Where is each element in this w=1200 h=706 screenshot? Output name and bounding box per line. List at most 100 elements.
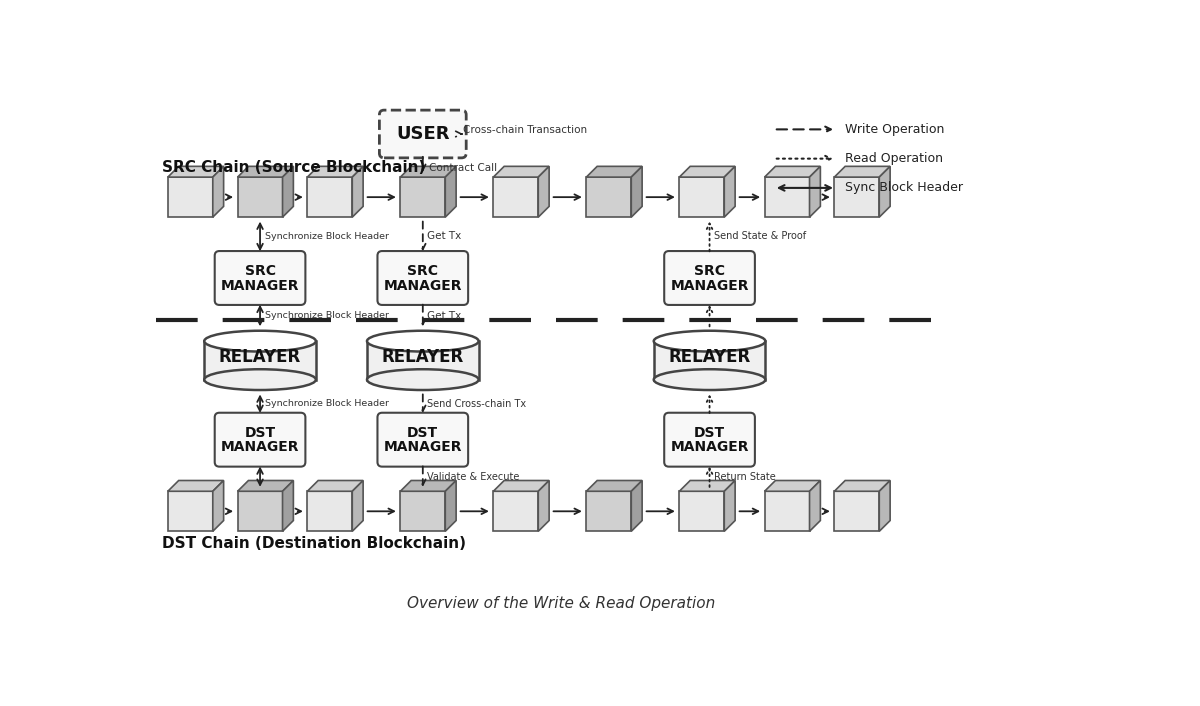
Polygon shape <box>810 167 821 217</box>
Polygon shape <box>353 167 364 217</box>
Polygon shape <box>725 167 736 217</box>
Ellipse shape <box>654 369 766 390</box>
Polygon shape <box>282 481 293 532</box>
Text: Read Operation: Read Operation <box>845 152 943 165</box>
Text: DST: DST <box>407 426 438 440</box>
Polygon shape <box>679 491 725 532</box>
Polygon shape <box>353 481 364 532</box>
Polygon shape <box>212 481 223 532</box>
Text: DST Chain (Destination Blockchain): DST Chain (Destination Blockchain) <box>162 536 466 551</box>
Text: Get Tx: Get Tx <box>427 311 462 321</box>
Text: SRC: SRC <box>694 264 725 278</box>
Ellipse shape <box>204 330 316 352</box>
Text: Return State: Return State <box>714 472 776 481</box>
Polygon shape <box>367 341 479 380</box>
Polygon shape <box>238 177 282 217</box>
Polygon shape <box>307 481 364 491</box>
Polygon shape <box>401 177 445 217</box>
Text: Synchronize Block Header: Synchronize Block Header <box>265 232 389 241</box>
Text: MANAGER: MANAGER <box>671 279 749 293</box>
Polygon shape <box>654 341 766 380</box>
Text: USER: USER <box>396 125 450 143</box>
Text: SRC Chain (Source Blockchain): SRC Chain (Source Blockchain) <box>162 160 425 175</box>
Polygon shape <box>445 167 456 217</box>
Polygon shape <box>764 491 810 532</box>
Polygon shape <box>401 167 456 177</box>
Text: Synchronize Block Header: Synchronize Block Header <box>265 399 389 408</box>
Polygon shape <box>880 481 890 532</box>
Polygon shape <box>282 167 293 217</box>
FancyBboxPatch shape <box>215 251 305 305</box>
Ellipse shape <box>204 369 316 390</box>
Ellipse shape <box>654 330 766 352</box>
Polygon shape <box>587 167 642 177</box>
Polygon shape <box>445 481 456 532</box>
Text: Synchronize Block Header: Synchronize Block Header <box>265 311 389 320</box>
Text: MANAGER: MANAGER <box>671 441 749 455</box>
Polygon shape <box>238 481 293 491</box>
FancyBboxPatch shape <box>215 413 305 467</box>
Polygon shape <box>587 491 631 532</box>
Polygon shape <box>493 491 539 532</box>
Polygon shape <box>493 481 550 491</box>
Polygon shape <box>679 481 736 491</box>
Polygon shape <box>168 491 212 532</box>
Polygon shape <box>834 491 880 532</box>
Polygon shape <box>204 341 316 380</box>
Text: SRC: SRC <box>407 264 438 278</box>
Text: RELAYER: RELAYER <box>382 348 464 366</box>
Text: Cross-chain Transaction: Cross-chain Transaction <box>463 125 587 135</box>
Polygon shape <box>834 481 890 491</box>
Text: DST: DST <box>245 426 276 440</box>
Polygon shape <box>168 177 212 217</box>
Polygon shape <box>401 481 456 491</box>
Text: Send Cross-chain Tx: Send Cross-chain Tx <box>427 399 527 409</box>
Text: RELAYER: RELAYER <box>218 348 301 366</box>
Ellipse shape <box>367 369 479 390</box>
Polygon shape <box>764 167 821 177</box>
Polygon shape <box>679 167 736 177</box>
FancyBboxPatch shape <box>665 413 755 467</box>
Polygon shape <box>587 481 642 491</box>
Polygon shape <box>834 167 890 177</box>
Polygon shape <box>401 491 445 532</box>
Polygon shape <box>834 177 880 217</box>
Polygon shape <box>307 167 364 177</box>
Polygon shape <box>238 491 282 532</box>
Polygon shape <box>880 167 890 217</box>
Polygon shape <box>212 167 223 217</box>
Text: MANAGER: MANAGER <box>384 279 462 293</box>
Polygon shape <box>539 167 550 217</box>
Polygon shape <box>725 481 736 532</box>
FancyBboxPatch shape <box>665 251 755 305</box>
Text: SRC: SRC <box>245 264 276 278</box>
FancyBboxPatch shape <box>378 413 468 467</box>
Polygon shape <box>493 167 550 177</box>
Text: Contract Call: Contract Call <box>430 163 497 173</box>
Polygon shape <box>539 481 550 532</box>
FancyBboxPatch shape <box>378 251 468 305</box>
Text: MANAGER: MANAGER <box>221 441 299 455</box>
Polygon shape <box>168 481 223 491</box>
Polygon shape <box>238 167 293 177</box>
Polygon shape <box>810 481 821 532</box>
Text: Overview of the Write & Read Operation: Overview of the Write & Read Operation <box>407 596 715 611</box>
Polygon shape <box>631 167 642 217</box>
Polygon shape <box>307 491 353 532</box>
Polygon shape <box>631 481 642 532</box>
Polygon shape <box>168 167 223 177</box>
FancyBboxPatch shape <box>379 110 466 158</box>
Polygon shape <box>493 177 539 217</box>
Text: RELAYER: RELAYER <box>668 348 751 366</box>
Polygon shape <box>307 177 353 217</box>
Polygon shape <box>679 177 725 217</box>
Text: Write Operation: Write Operation <box>845 123 944 136</box>
Text: DST: DST <box>694 426 725 440</box>
Ellipse shape <box>367 330 479 352</box>
Polygon shape <box>587 177 631 217</box>
Text: Send State & Proof: Send State & Proof <box>714 232 806 241</box>
Text: Get Tx: Get Tx <box>427 232 462 241</box>
Text: Sync Block Header: Sync Block Header <box>845 181 964 194</box>
Polygon shape <box>764 177 810 217</box>
Polygon shape <box>764 481 821 491</box>
